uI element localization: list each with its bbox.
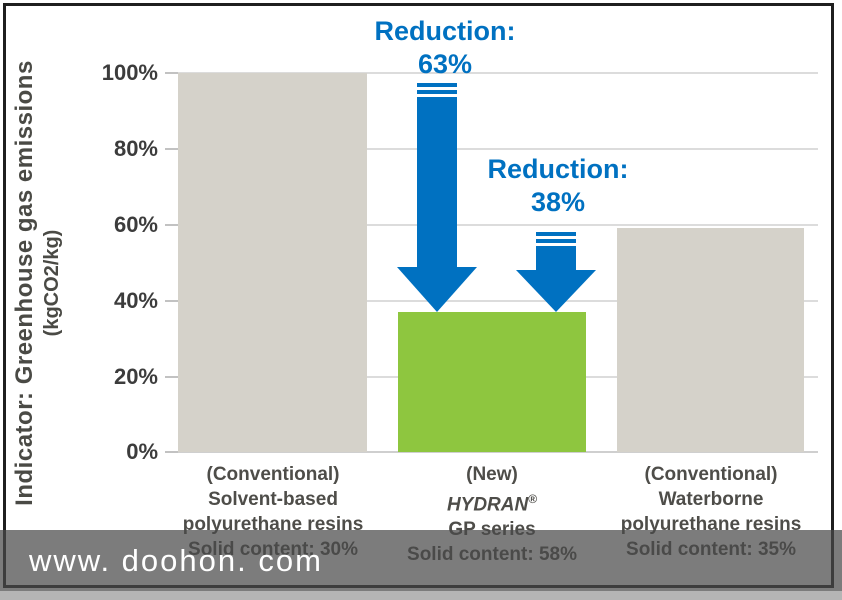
bar-hydran-gp-series	[398, 312, 586, 452]
y-axis-title-line1: Indicator: Greenhouse gas emissions	[11, 60, 38, 506]
category-line: polyurethane resins	[620, 514, 802, 535]
y-tick-label-100: 100%	[101, 60, 158, 85]
bottom-strip	[0, 591, 842, 600]
watermark-band: www. doohon. com	[0, 530, 842, 591]
reduction-value: 38%	[530, 187, 586, 217]
category-line-brand: HYDRAN®	[372, 487, 612, 517]
y-tick-label-0: 0%	[126, 439, 158, 464]
category-line: (Conventional)	[644, 464, 778, 485]
tick-mark-20	[165, 376, 178, 378]
category-line: Solvent-based	[208, 489, 338, 510]
gridline-100	[178, 72, 818, 74]
tick-mark-80	[165, 148, 178, 150]
reduction-value: 63%	[417, 49, 473, 79]
tick-mark-60	[165, 224, 178, 226]
category-line: polyurethane resins	[182, 514, 364, 535]
x-axis-line	[178, 451, 818, 453]
bar-waterborne-resins	[617, 228, 804, 452]
gridline-40	[178, 300, 818, 302]
tick-mark-40	[165, 300, 178, 302]
y-tick-label-60: 60%	[113, 212, 158, 237]
category-line: Waterborne	[658, 489, 764, 510]
reduction-label: Reduction:	[487, 154, 629, 184]
gridline-80	[178, 148, 818, 150]
brand-name: HYDRAN	[446, 494, 529, 516]
tick-mark-0	[165, 451, 178, 453]
registered-trademark-symbol: ®	[528, 492, 538, 506]
reduction-annotation-38: Reduction: 38%	[463, 153, 653, 219]
down-arrow-icon-38	[516, 232, 596, 312]
bar-solvent-based-resins	[178, 73, 367, 452]
watermark-text: www. doohon. com	[29, 543, 323, 578]
y-tick-label-40: 40%	[113, 288, 158, 313]
tick-mark-100	[165, 72, 178, 74]
reduction-label: Reduction:	[374, 16, 516, 46]
down-arrow-icon-63	[397, 83, 477, 312]
category-line: (Conventional)	[206, 464, 340, 485]
category-line: (New)	[466, 464, 518, 485]
gridline-60	[178, 224, 818, 226]
reduction-annotation-63: Reduction: 63%	[350, 15, 540, 81]
y-tick-label-20: 20%	[113, 364, 158, 389]
y-tick-label-80: 80%	[113, 136, 158, 161]
